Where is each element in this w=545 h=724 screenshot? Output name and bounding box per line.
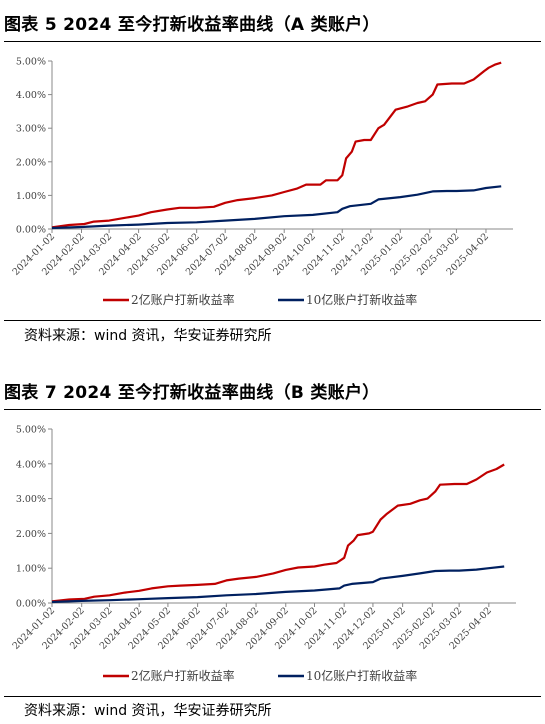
figure-7-source: 资料来源：wind 资讯，华安证券研究所: [24, 703, 272, 719]
legend-label-10yi: 10亿账户打新收益率: [306, 292, 417, 307]
y-tick-label: 1.00%: [16, 191, 46, 202]
series-10yi-line: [51, 565, 505, 604]
legend-label-2yi: 2亿账户打新收益率: [131, 668, 235, 683]
figure-5-bottom-rule: [4, 320, 541, 321]
figure-5-chart-area: 0.00% 1.00% 2.00% 3.00% 4.00% 5.00% 2024-01-02…: [0, 41, 545, 319]
series-2yi-line: [51, 61, 502, 229]
figure-5-source: 资料来源：wind 资讯，华安证券研究所: [24, 328, 272, 344]
y-tick-label: 3.00%: [16, 494, 46, 505]
figure-5-title: 图表 5 2024 至今打新收益率曲线（A 类账户）: [4, 15, 380, 35]
y-tick-label: 4.00%: [16, 459, 46, 470]
series-10yi-line: [51, 185, 502, 230]
figure-7-chart-area: 0.00% 1.00% 2.00% 3.00% 4.00% 5.00% 2024-01-02…: [0, 409, 545, 693]
figure-5-line-chart: 0.00%1.00%2.00%3.00%4.00%5.00%2024-01-02…: [11, 57, 513, 307]
legend-label-10yi: 10亿账户打新收益率: [306, 668, 417, 683]
y-tick-label: 5.00%: [16, 57, 46, 68]
y-tick-label: 0.00%: [16, 599, 46, 610]
y-tick-label: 3.00%: [16, 124, 46, 135]
y-tick-label: 4.00%: [16, 90, 46, 101]
y-tick-label: 2.00%: [16, 157, 46, 168]
figure-7-top-rule: [4, 409, 541, 410]
y-tick-label: 2.00%: [16, 529, 46, 540]
figure-7-bottom-rule: [4, 696, 541, 697]
figure-5-top-rule: [4, 41, 541, 42]
series-2yi-line: [51, 463, 505, 603]
y-tick-label: 5.00%: [16, 425, 46, 436]
figure-7-line-chart: 0.00%1.00%2.00%3.00%4.00%5.00%2024-01-02…: [11, 425, 516, 683]
y-tick-label: 0.00%: [16, 225, 46, 236]
y-tick-label: 1.00%: [16, 564, 46, 575]
legend-label-2yi: 2亿账户打新收益率: [131, 292, 235, 307]
figure-7-title: 图表 7 2024 至今打新收益率曲线（B 类账户）: [4, 383, 380, 403]
